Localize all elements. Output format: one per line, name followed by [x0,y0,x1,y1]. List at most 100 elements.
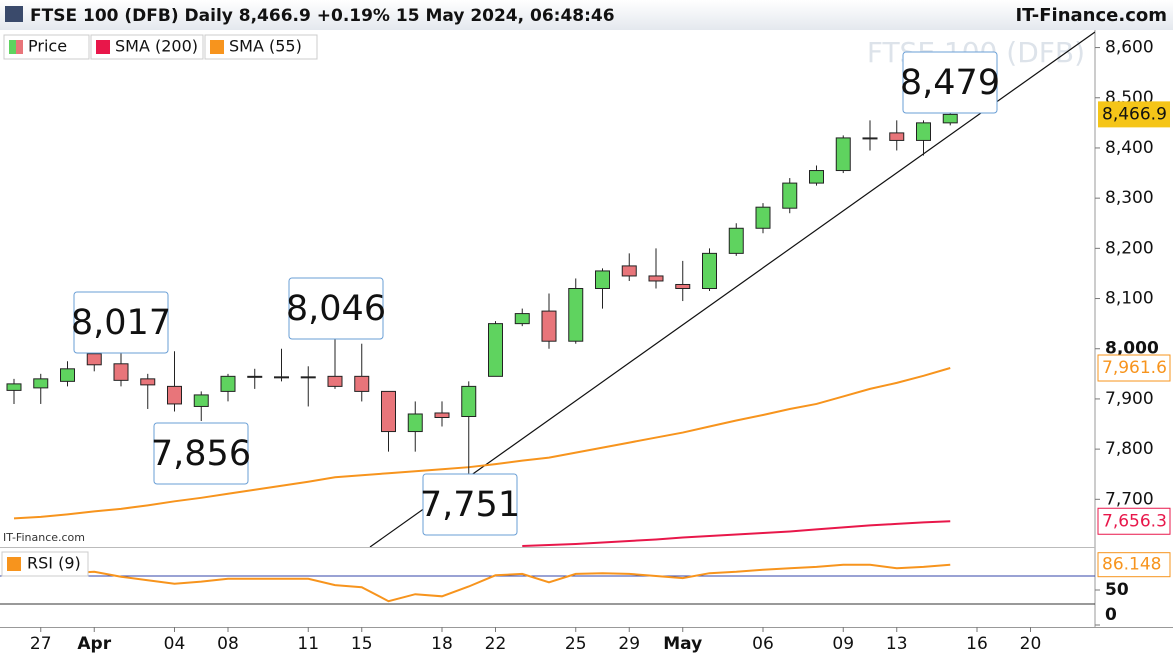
candle-body [327,375,343,387]
x-tick-label: 20 [1020,634,1042,654]
candle-body [568,288,584,342]
rsi-tick-label: 0 [1105,605,1117,625]
y-tick-label: 7,800 [1105,439,1154,459]
candle-body [86,353,102,366]
x-tick-label: 16 [966,634,988,654]
candle-body [167,385,182,405]
annotation-label: 8,046 [286,289,386,329]
sma-line [13,367,951,520]
candle-body [862,137,878,140]
candle-body [33,378,49,389]
candle-body [514,313,530,325]
sma-last-label: 7,961.6 [1102,358,1167,378]
annotation-label: 8,479 [900,63,1000,103]
rsi-line [13,563,951,603]
pane-brand: IT-Finance.com [3,531,85,544]
candle-body [541,310,557,342]
candle-body [113,363,129,381]
y-tick-label: 8,400 [1105,138,1154,158]
candle-body [755,206,771,229]
annotation-box [153,422,249,485]
rsi-legend-label: RSI (9) [27,554,81,573]
legend-swatch [96,40,110,54]
sma-line [522,520,951,547]
x-tick-label: May [663,634,702,654]
y-tick-label: 8,600 [1105,38,1154,58]
legend-label: SMA (200) [115,37,198,56]
trend-line [369,31,1095,547]
legend-swatch [210,40,224,54]
sma-last-box [1097,507,1171,535]
candle-body [407,413,423,433]
rsi-pane [0,563,1095,605]
rsi-last-label: 86.148 [1102,555,1161,575]
legend-label: Price [28,37,67,56]
y-tick-label: 7,900 [1105,389,1154,409]
x-tick-label: 13 [886,634,908,654]
candle-body [809,170,824,184]
candle-body [434,412,450,418]
rsi-legend-swatch [7,557,21,571]
x-tick-label: 18 [431,634,453,654]
candle-body [220,375,236,392]
y-tick-label: 8,100 [1105,289,1154,309]
x-tick-label: 04 [164,634,186,654]
y-tick-label: 8,200 [1105,238,1154,258]
annotation-label: 7,751 [420,485,520,525]
header-icon [5,6,23,22]
annotation-box [288,277,384,340]
candle-body [675,283,691,290]
candle-body [648,275,664,282]
y-tick-label: 8,000 [1105,339,1159,359]
y-tick-label: 7,700 [1105,489,1154,509]
annotation-label: 8,017 [71,303,171,343]
x-tick-label: 09 [832,634,854,654]
x-tick-label: 22 [485,634,507,654]
candle-body [381,390,396,433]
rsi-last-box [1097,552,1171,578]
x-tick-label: 11 [297,634,319,654]
candle-body [6,383,22,391]
candle-body [247,375,263,378]
x-tick-label: 08 [217,634,239,654]
candle-body [728,227,744,254]
sma-last-label: 7,656.3 [1102,511,1167,531]
candle-body [193,394,209,407]
candle-body [942,113,958,124]
candle-body [274,376,289,379]
candle-body [702,252,717,289]
last-price-box [1098,101,1170,128]
x-tick-label: 15 [351,634,373,654]
candle-body [916,122,931,141]
annotation-box [902,51,998,114]
x-tick-label: 29 [618,634,640,654]
candle-body [488,323,503,377]
brand: IT-Finance.com [1015,5,1167,26]
legend-label: SMA (55) [229,37,302,56]
y-tick-label: 8,300 [1105,188,1154,208]
rsi-tick-label: 50 [1105,580,1129,600]
chart-title: FTSE 100 (DFB) Daily 8,466.9 +0.19% 15 M… [30,6,615,26]
x-tick-label: 27 [30,634,52,654]
candle-body [354,375,370,392]
x-tick-label: Apr [77,634,111,654]
header-bar [0,0,1173,30]
legend-swatch [9,40,16,54]
annotation-box [73,291,169,354]
annotation-label: 7,856 [151,434,251,474]
candle-body [621,265,637,277]
candle-body [889,132,905,141]
x-tick-label: 06 [752,634,774,654]
sma-last-box [1097,354,1171,382]
candle-body [782,182,798,209]
candle-body [60,368,75,382]
candle-body [461,385,477,417]
x-tick-label: 25 [565,634,587,654]
candle-body [835,137,851,172]
candle-body [595,270,610,289]
price-pane [6,108,958,547]
annotation-box [422,473,518,536]
candle-body [300,376,316,379]
last-price-label: 8,466.9 [1102,104,1167,124]
